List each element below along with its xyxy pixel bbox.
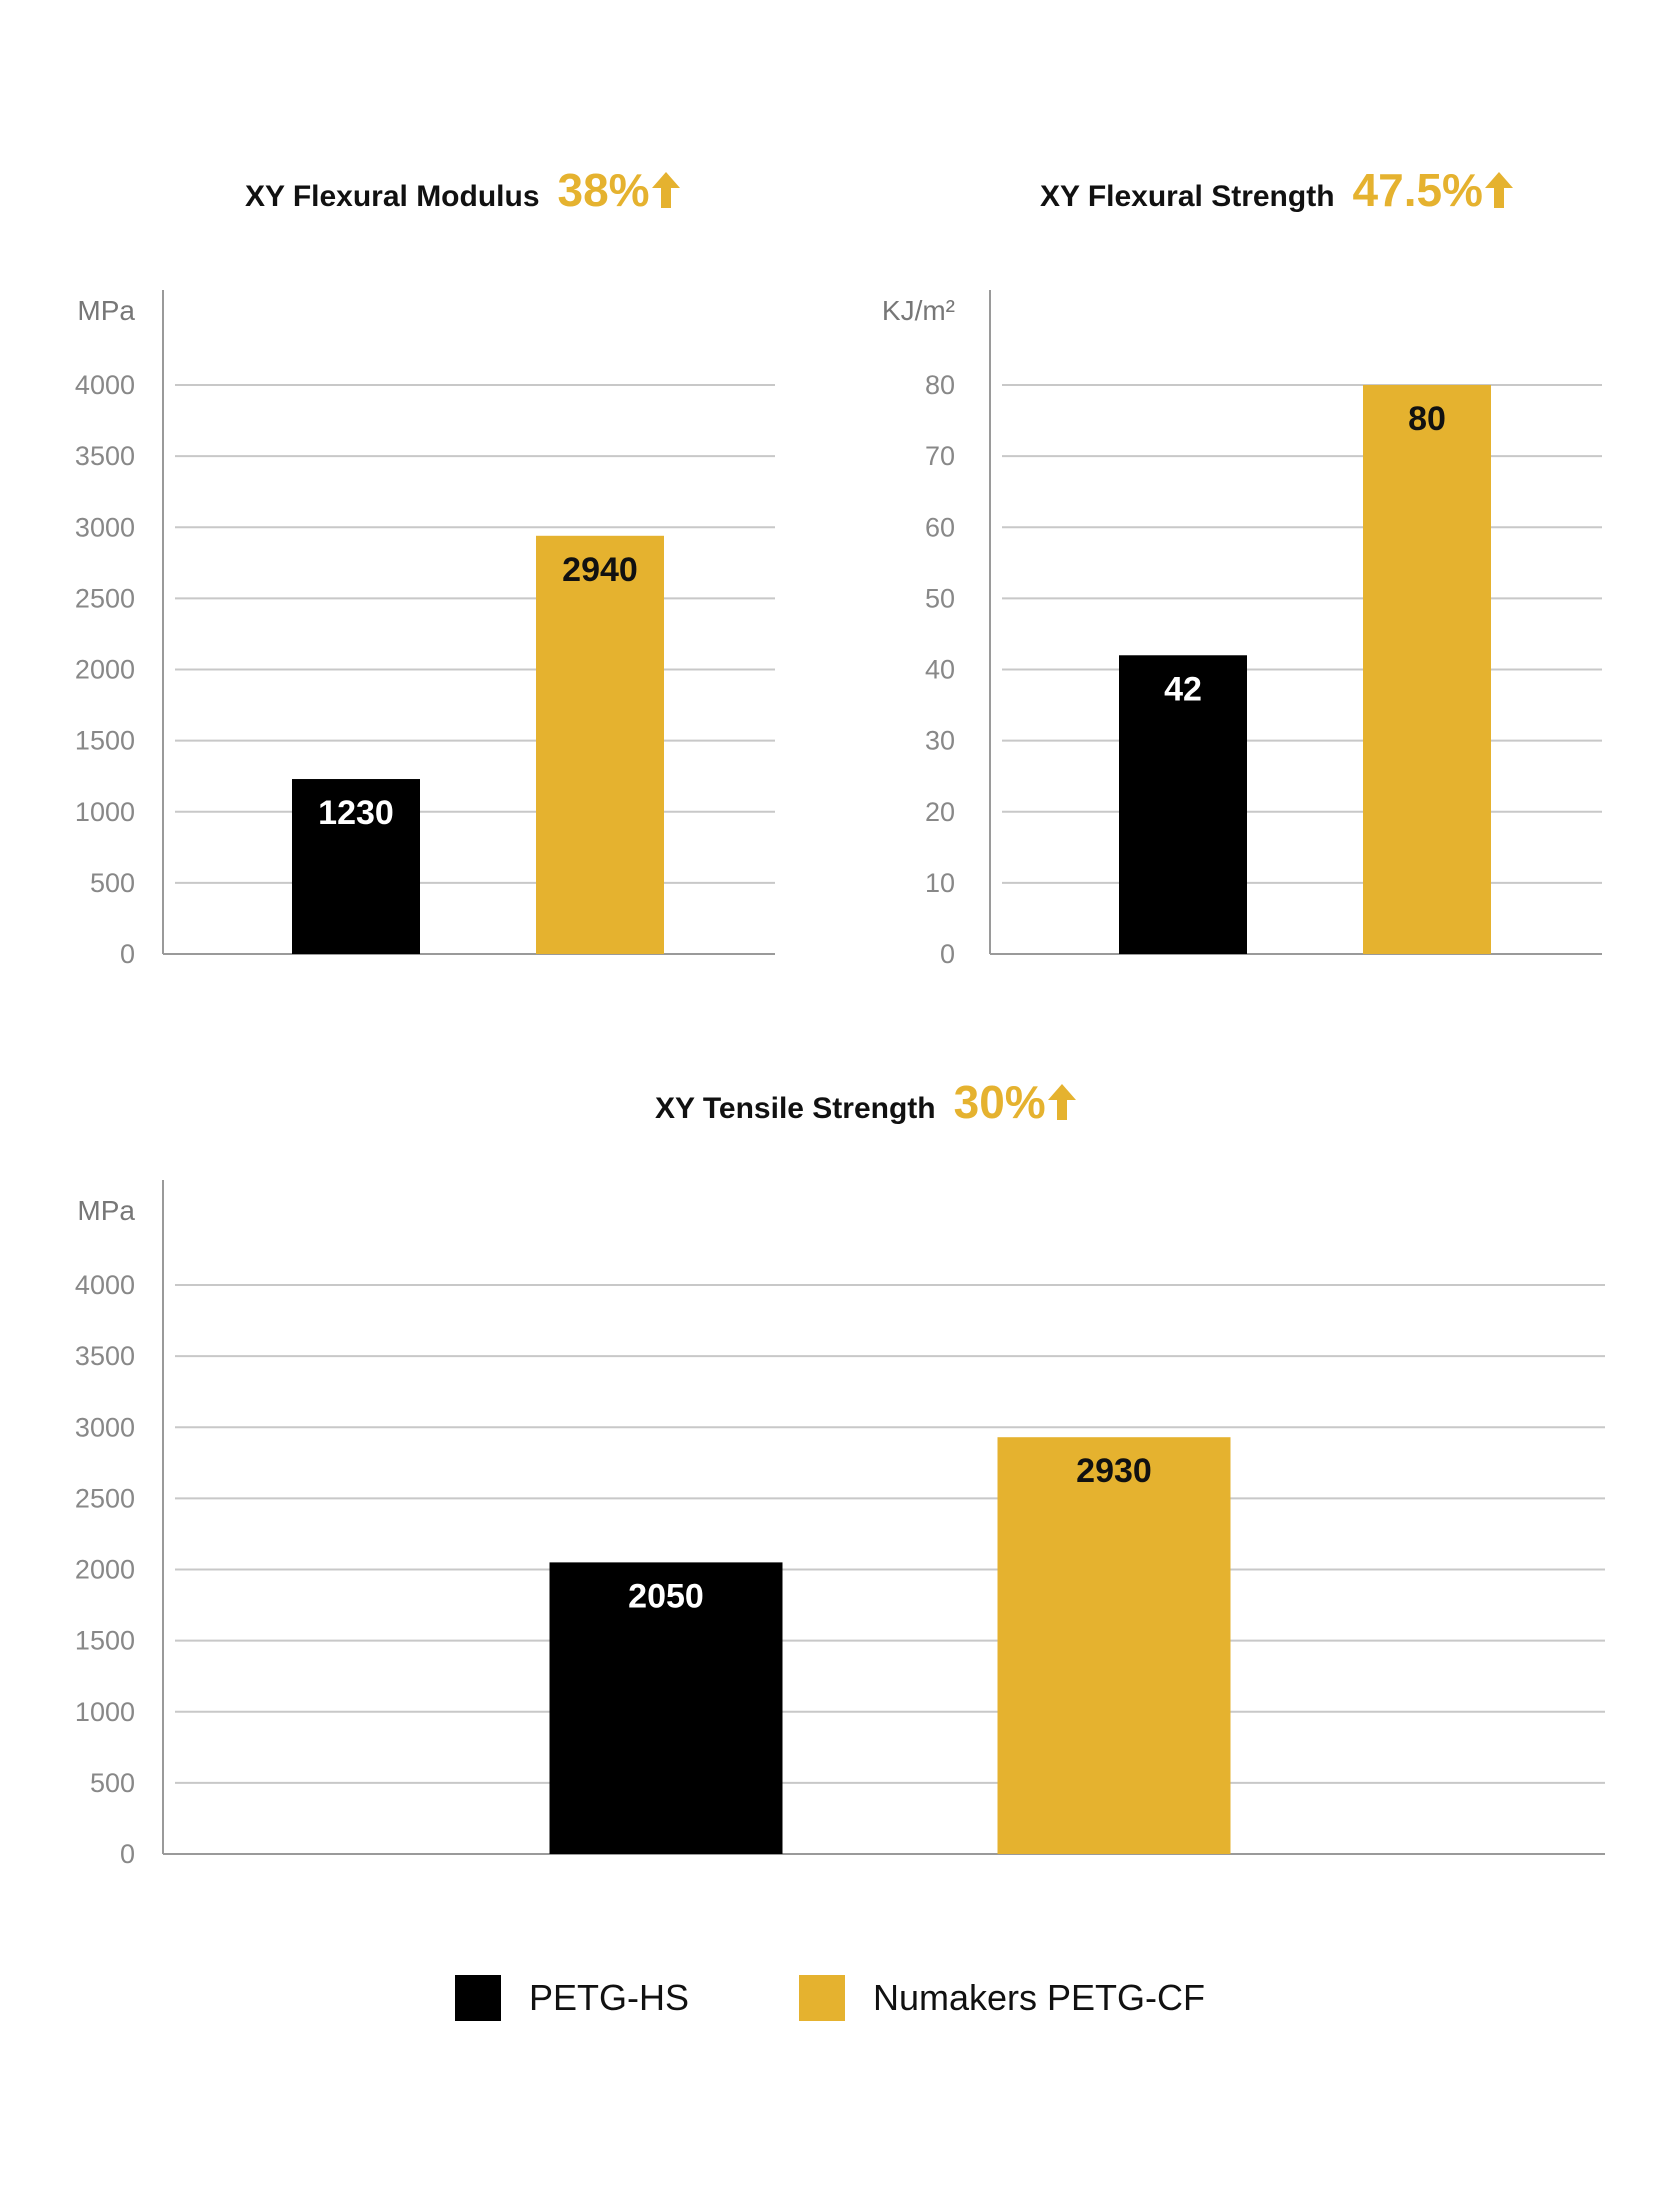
y-tick-label: 3500 [75,1341,135,1371]
y-tick-label: 70 [925,441,955,471]
bar-petg-hs [292,779,420,954]
bar-numakers-petg-cf [536,535,664,954]
bar-value-label: 2930 [1076,1452,1152,1490]
chart-title-text: XY Flexural Strength [1040,180,1335,213]
legend-item-numakers-petg-cf: Numakers PETG-CF [798,1975,1206,2021]
flexural-modulus-chart: MPa 0 500 1000 1500 2000 2500 3000 3500 4000 1230 2… [75,290,775,969]
legend-label: Numakers PETG-CF [872,1977,1206,2018]
y-tick-label: 2500 [75,1483,135,1513]
legend-label: PETG-HS [528,1977,689,2018]
y-tick-label: 500 [90,868,135,898]
improvement-value: 38% [557,164,650,216]
y-tick-label: 2500 [75,583,135,613]
chart-title-flexural-strength: XY Flexural Strength 47.5% [1040,163,1513,217]
legend-item-petg-hs: PETG-HS [454,1975,689,2021]
y-tick-label: 2000 [75,1555,135,1585]
legend-swatch-numakers-petg-cf [798,1975,845,2021]
y-tick-label: 0 [120,939,135,969]
y-axis-unit-label: KJ/m² [882,295,955,326]
chart-title-flexural-modulus: XY Flexural Modulus 38% [245,163,680,217]
arrow-up-icon [651,172,680,208]
improvement-badge: 47.5% [1353,163,1513,217]
y-tick-label: 20 [925,797,955,827]
legend: PETG-HS Numakers PETG-CF [0,1975,1660,2021]
y-axis-unit-label: MPa [77,1195,135,1226]
bar-value-label: 2050 [628,1577,704,1615]
y-tick-label: 10 [925,868,955,898]
y-tick-label: 60 [925,512,955,542]
y-tick-label: 0 [940,939,955,969]
arrow-up-icon [1047,1084,1076,1120]
tensile-strength-chart: MPa 0 500 1000 1500 2000 2500 3000 3500 4000 2050 2… [75,1180,1605,1869]
y-tick-label: 30 [925,726,955,756]
y-tick-label: 3500 [75,441,135,471]
y-axis-unit-label: MPa [77,295,135,326]
bar-numakers-petg-cf [997,1437,1231,1854]
legend-swatch-petg-hs [454,1975,501,2021]
bar-value-label: 1230 [318,794,394,832]
y-tick-label: 0 [120,1839,135,1869]
bar-petg-hs [1119,655,1247,954]
y-tick-label: 40 [925,655,955,685]
y-tick-label: 1000 [75,797,135,827]
bar-numakers-petg-cf [1363,385,1491,954]
improvement-value: 30% [953,1076,1046,1128]
improvement-value: 47.5% [1352,164,1483,216]
chart-title-tensile-strength: XY Tensile Strength 30% [655,1075,1076,1129]
y-tick-label: 1000 [75,1697,135,1727]
y-tick-label: 3000 [75,1412,135,1442]
chart-title-text: XY Tensile Strength [655,1092,936,1125]
y-tick-label: 2000 [75,655,135,685]
y-tick-label: 80 [925,370,955,400]
bar-petg-hs [549,1562,783,1854]
y-tick-label: 4000 [75,370,135,400]
flexural-strength-chart: KJ/m² 0 10 20 30 40 50 60 70 80 42 80 [882,290,1602,969]
y-tick-label: 1500 [75,1626,135,1656]
bar-value-label: 80 [1408,400,1446,438]
y-tick-label: 4000 [75,1270,135,1300]
bar-value-label: 2940 [562,551,638,589]
improvement-badge: 38% [558,163,680,217]
chart-title-text: XY Flexural Modulus [245,180,540,213]
y-tick-label: 500 [90,1768,135,1798]
y-tick-label: 1500 [75,726,135,756]
bar-value-label: 42 [1164,670,1202,708]
y-tick-label: 50 [925,583,955,613]
y-tick-label: 3000 [75,512,135,542]
improvement-badge: 30% [954,1075,1076,1129]
arrow-up-icon [1484,172,1513,208]
